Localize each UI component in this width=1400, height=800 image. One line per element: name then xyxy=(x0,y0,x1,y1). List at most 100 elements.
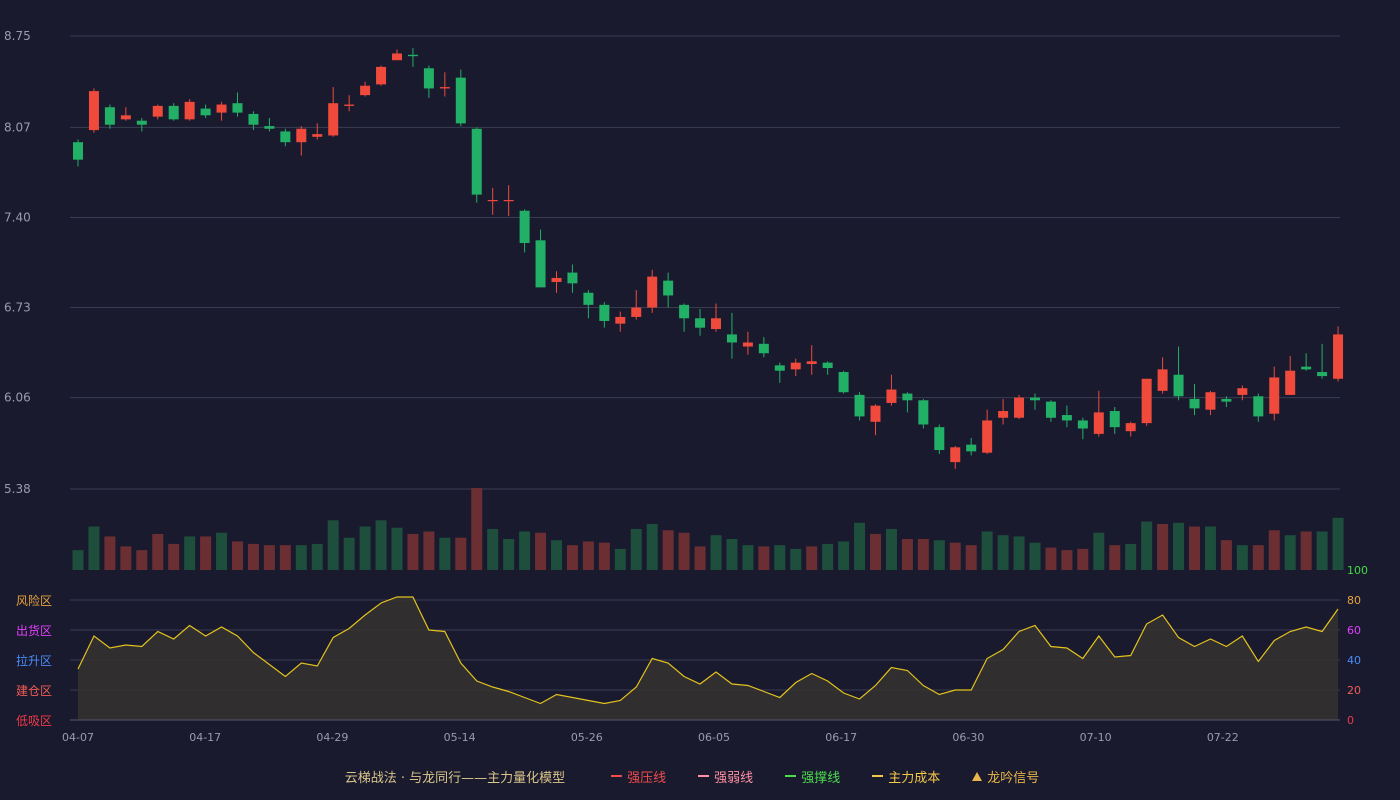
candle-body xyxy=(1317,372,1328,377)
candle-body xyxy=(1045,401,1056,418)
candle-body xyxy=(88,91,99,131)
volume-bar xyxy=(407,533,419,570)
candle-body xyxy=(471,128,482,195)
volume-bar xyxy=(885,529,897,570)
legend-label: 强弱线 xyxy=(714,770,754,786)
date-axis-label: 05-26 xyxy=(571,731,603,744)
volume-bar xyxy=(232,541,243,570)
zone-label: 建仓区 xyxy=(16,684,52,698)
legend-item-dragon-signal[interactable]: 龙吟信号 xyxy=(972,767,1039,786)
candle-body xyxy=(423,68,434,89)
volume-bar xyxy=(1300,531,1312,570)
oscillator-axis-label: 60 xyxy=(1347,624,1361,637)
volume-bar xyxy=(1332,517,1344,570)
candle-body xyxy=(312,134,323,137)
candle-body xyxy=(758,343,769,354)
volume-bar xyxy=(1141,521,1153,570)
candle-body xyxy=(742,342,753,347)
volume-bar xyxy=(933,540,945,570)
price-axis-label: 5.38 xyxy=(4,482,31,496)
oscillator-axis-label: 20 xyxy=(1347,684,1361,697)
volume-bar xyxy=(1093,532,1105,570)
volume-bar xyxy=(343,537,355,570)
legend-item-strong-support[interactable]: 强撑线 xyxy=(785,767,840,786)
volume-bar xyxy=(1316,531,1328,570)
zone-label: 风险区 xyxy=(16,593,52,608)
volume-bar xyxy=(1157,524,1169,570)
date-axis-label: 04-07 xyxy=(62,731,94,744)
date-axis-label: 07-10 xyxy=(1080,731,1112,744)
volume-bar xyxy=(901,538,913,570)
volume-bar xyxy=(582,541,594,570)
legend: 云梯战法 · 与龙同行——主力量化模型 强压线 强弱线 强撑线 主力成本 龙吟信… xyxy=(0,766,1400,786)
volume-bar xyxy=(104,536,116,570)
volume-bar xyxy=(662,530,674,570)
legend-swatch-strength-line xyxy=(698,775,710,777)
volume-bar xyxy=(184,536,196,570)
candle-body xyxy=(918,400,929,425)
legend-item-strength-line[interactable]: 强弱线 xyxy=(698,767,753,786)
candle-body xyxy=(376,66,387,85)
candle-body xyxy=(1333,334,1344,379)
oscillator-line xyxy=(77,596,1339,705)
volume-bar xyxy=(1189,526,1200,570)
volume-bar xyxy=(1125,543,1137,570)
legend-item-main-cost[interactable]: 主力成本 xyxy=(872,767,940,786)
candle-body xyxy=(535,240,546,288)
volume-bar xyxy=(152,533,164,570)
candle-body xyxy=(870,405,881,422)
candle-body xyxy=(168,105,179,120)
candle-body xyxy=(1205,392,1216,410)
volume-bar xyxy=(1252,545,1264,570)
price-axis-label: 7.40 xyxy=(4,210,31,224)
candle-body xyxy=(1301,366,1312,370)
candle-body xyxy=(200,108,211,116)
date-axis-label: 05-14 xyxy=(444,731,476,744)
candle-body xyxy=(902,393,913,401)
candle-body xyxy=(152,105,163,117)
volume-bar xyxy=(487,529,499,570)
candle-body xyxy=(1014,397,1025,418)
candle-body xyxy=(328,103,339,136)
candle-body xyxy=(822,362,833,369)
volume-bar xyxy=(136,550,148,570)
legend-swatch-strong-support xyxy=(785,775,797,777)
candle-body xyxy=(711,318,721,330)
candle-body xyxy=(1030,397,1040,401)
volume-bar xyxy=(120,546,132,570)
candle-body xyxy=(73,142,83,160)
candle-body xyxy=(790,362,801,370)
volume-bar xyxy=(311,543,323,570)
oscillator-axis-label: 0 xyxy=(1347,714,1354,727)
candle-body xyxy=(360,85,371,96)
legend-label: 强压线 xyxy=(627,770,667,786)
volume-bar xyxy=(519,531,531,570)
volume-bar xyxy=(295,545,307,570)
date-axis-label: 04-29 xyxy=(316,731,348,744)
candle-body xyxy=(1285,370,1296,395)
volume-bar xyxy=(917,538,929,570)
candle-body xyxy=(982,420,993,453)
candle-body xyxy=(136,120,147,125)
candle-body xyxy=(519,210,530,244)
candle-body xyxy=(296,128,307,143)
oscillator-axis-label: 100 xyxy=(1347,564,1368,577)
candle-body xyxy=(1125,423,1136,432)
candle-body xyxy=(264,126,275,129)
zone-label: 低吸区 xyxy=(16,714,52,728)
candle-body xyxy=(503,199,514,202)
legend-label: 主力成本 xyxy=(888,770,941,786)
volume-bar xyxy=(1013,536,1025,570)
candle-body xyxy=(104,107,115,125)
legend-item-strong-pressure[interactable]: 强压线 xyxy=(611,767,666,786)
volume-bar xyxy=(455,537,467,570)
candle-body xyxy=(1141,378,1152,424)
candle-body xyxy=(1221,398,1232,402)
candle-body xyxy=(1061,415,1072,421)
candle-body xyxy=(934,427,945,451)
volume-bar xyxy=(1045,547,1057,570)
legend-title: 云梯战法 · 与龙同行——主力量化模型 xyxy=(344,770,566,786)
candle-body xyxy=(1093,412,1104,434)
candle-body xyxy=(726,334,737,343)
